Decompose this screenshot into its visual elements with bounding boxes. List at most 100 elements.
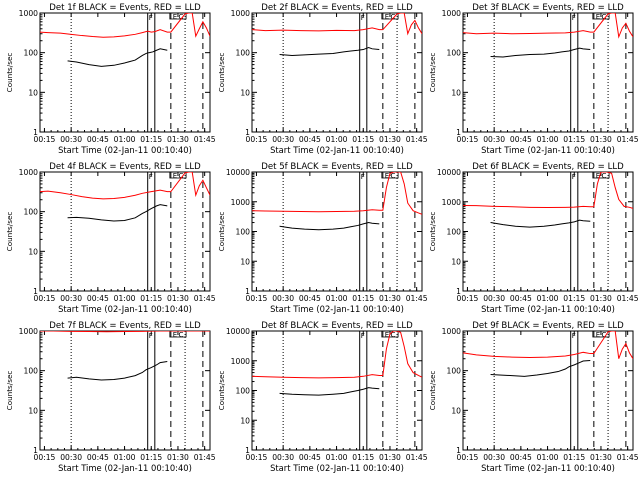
x-tick-label: 00:30 xyxy=(60,135,82,144)
marker-label-c: C xyxy=(179,13,184,21)
detector-panel: Det 4f BLACK = Events, RED = LLD Start Ti… xyxy=(5,162,216,314)
x-tick-label: 00:45 xyxy=(299,135,321,144)
y-axis-label: Counts/sec xyxy=(428,53,437,93)
y-axis-label: Counts/sec xyxy=(217,212,226,252)
marker-label-f: F xyxy=(361,14,365,22)
events-series-line xyxy=(67,204,168,222)
y-tick-label: 10 xyxy=(451,88,461,97)
lld-series-line xyxy=(252,331,422,379)
y-tick-label: 10000 xyxy=(226,168,250,177)
lld-series-line xyxy=(252,13,422,36)
x-tick-label: 00:15 xyxy=(34,453,56,462)
y-axis-label: Counts/sec xyxy=(428,212,437,252)
x-tick-label: 00:30 xyxy=(60,453,82,462)
y-tick-label: 1000 xyxy=(231,357,250,366)
panel-title: Det 6f BLACK = Events, RED = LLD xyxy=(472,162,624,172)
events-series-line xyxy=(67,48,168,67)
events-series-line xyxy=(490,47,591,58)
x-axis-label: Start Time (02-Jan-11 00:10:40) xyxy=(58,304,192,314)
flare-interval-box xyxy=(169,12,187,20)
marker-label-f: F xyxy=(572,173,576,181)
y-tick-label: 1000 xyxy=(19,9,38,18)
x-tick-label: 00:30 xyxy=(483,453,505,462)
detector-panel: Det 6f BLACK = Events, RED = LLD Start Ti… xyxy=(428,162,639,314)
x-tick-label: 00:15 xyxy=(246,453,268,462)
y-axis-label: Counts/sec xyxy=(217,53,226,93)
x-tick-label: 01:45 xyxy=(406,135,428,144)
marker-label-c: C xyxy=(391,331,396,339)
x-tick-label: 01:45 xyxy=(617,453,639,462)
detector-panel: Det 3f BLACK = Events, RED = LLD Start Ti… xyxy=(428,3,639,155)
marker-label-c: C xyxy=(179,172,184,180)
x-tick-label: 00:30 xyxy=(483,294,505,303)
x-axis-label: Start Time (02-Jan-11 00:10:40) xyxy=(481,304,615,314)
marker-label-f: F xyxy=(361,173,365,181)
x-tick-label: 01:45 xyxy=(406,294,428,303)
x-tick-label: 01:00 xyxy=(114,135,136,144)
x-tick-label: 01:30 xyxy=(167,135,189,144)
y-axis-label: Counts/sec xyxy=(5,371,14,411)
x-axis-label: Start Time (02-Jan-11 00:10:40) xyxy=(481,463,615,473)
y-tick-label: 100 xyxy=(24,208,39,217)
detector-panel: Det 5f BLACK = Events, RED = LLD Start Ti… xyxy=(217,162,428,314)
y-tick-label: 1000 xyxy=(442,198,461,207)
y-tick-label: 10000 xyxy=(437,168,461,177)
y-tick-label: 1 xyxy=(456,287,461,296)
x-tick-label: 01:45 xyxy=(617,135,639,144)
y-tick-label: 1 xyxy=(33,446,38,455)
y-tick-label: 1 xyxy=(245,446,250,455)
lld-series-line xyxy=(40,172,210,200)
x-tick-label: 00:45 xyxy=(510,135,532,144)
marker-label-e: E xyxy=(596,331,600,339)
x-tick-label: 00:15 xyxy=(457,453,479,462)
x-tick-label: 01:15 xyxy=(563,135,585,144)
y-tick-label: 100 xyxy=(447,228,462,237)
flare-interval-box xyxy=(592,12,610,20)
y-tick-label: 1 xyxy=(33,287,38,296)
y-tick-label: 10 xyxy=(240,416,250,425)
events-series-line xyxy=(490,360,591,377)
x-tick-label: 01:15 xyxy=(140,294,162,303)
y-tick-label: 100 xyxy=(236,387,251,396)
x-tick-label: 00:45 xyxy=(87,294,109,303)
events-series-line xyxy=(490,219,591,228)
y-tick-label: 10 xyxy=(451,257,461,266)
marker-label-e: E xyxy=(173,172,177,180)
x-tick-label: 01:45 xyxy=(406,453,428,462)
detector-panel: Det 7f BLACK = Events, RED = LLD Start Ti… xyxy=(5,321,216,473)
x-axis-label: Start Time (02-Jan-11 00:10:40) xyxy=(270,304,404,314)
lld-series-line xyxy=(463,13,633,39)
x-tick-label: 01:15 xyxy=(140,453,162,462)
plot-frame xyxy=(251,171,423,292)
marker-label-e: E xyxy=(173,331,177,339)
x-tick-label: 01:30 xyxy=(590,135,612,144)
marker-label-e: E xyxy=(173,13,177,21)
x-tick-label: 00:15 xyxy=(457,294,479,303)
panel-title: Det 5f BLACK = Events, RED = LLD xyxy=(261,162,413,172)
x-tick-label: 01:00 xyxy=(326,294,348,303)
x-tick-label: 01:30 xyxy=(590,453,612,462)
y-axis-label: Counts/sec xyxy=(5,212,14,252)
x-tick-label: 00:15 xyxy=(246,294,268,303)
x-tick-label: 01:15 xyxy=(352,294,374,303)
x-tick-label: 01:00 xyxy=(326,135,348,144)
marker-label-f: F xyxy=(149,14,153,22)
x-axis-label: Start Time (02-Jan-11 00:10:40) xyxy=(58,145,192,155)
x-tick-label: 01:45 xyxy=(194,135,216,144)
x-tick-label: 01:15 xyxy=(352,135,374,144)
x-tick-label: 01:15 xyxy=(563,294,585,303)
y-tick-label: 10 xyxy=(28,88,38,97)
panel-title: Det 8f BLACK = Events, RED = LLD xyxy=(261,321,413,331)
marker-label-e: E xyxy=(385,13,389,21)
y-axis-label: Counts/sec xyxy=(428,371,437,411)
y-tick-label: 1000 xyxy=(19,168,38,177)
lld-series-line xyxy=(40,331,210,333)
y-tick-label: 10 xyxy=(28,247,38,256)
marker-label-f: F xyxy=(572,332,576,340)
x-axis-label: Start Time (02-Jan-11 00:10:40) xyxy=(481,145,615,155)
lld-series-line xyxy=(463,172,633,209)
y-tick-label: 10000 xyxy=(226,327,250,336)
x-tick-label: 00:15 xyxy=(246,135,268,144)
marker-label-c: C xyxy=(602,172,607,180)
y-tick-label: 1000 xyxy=(231,9,250,18)
